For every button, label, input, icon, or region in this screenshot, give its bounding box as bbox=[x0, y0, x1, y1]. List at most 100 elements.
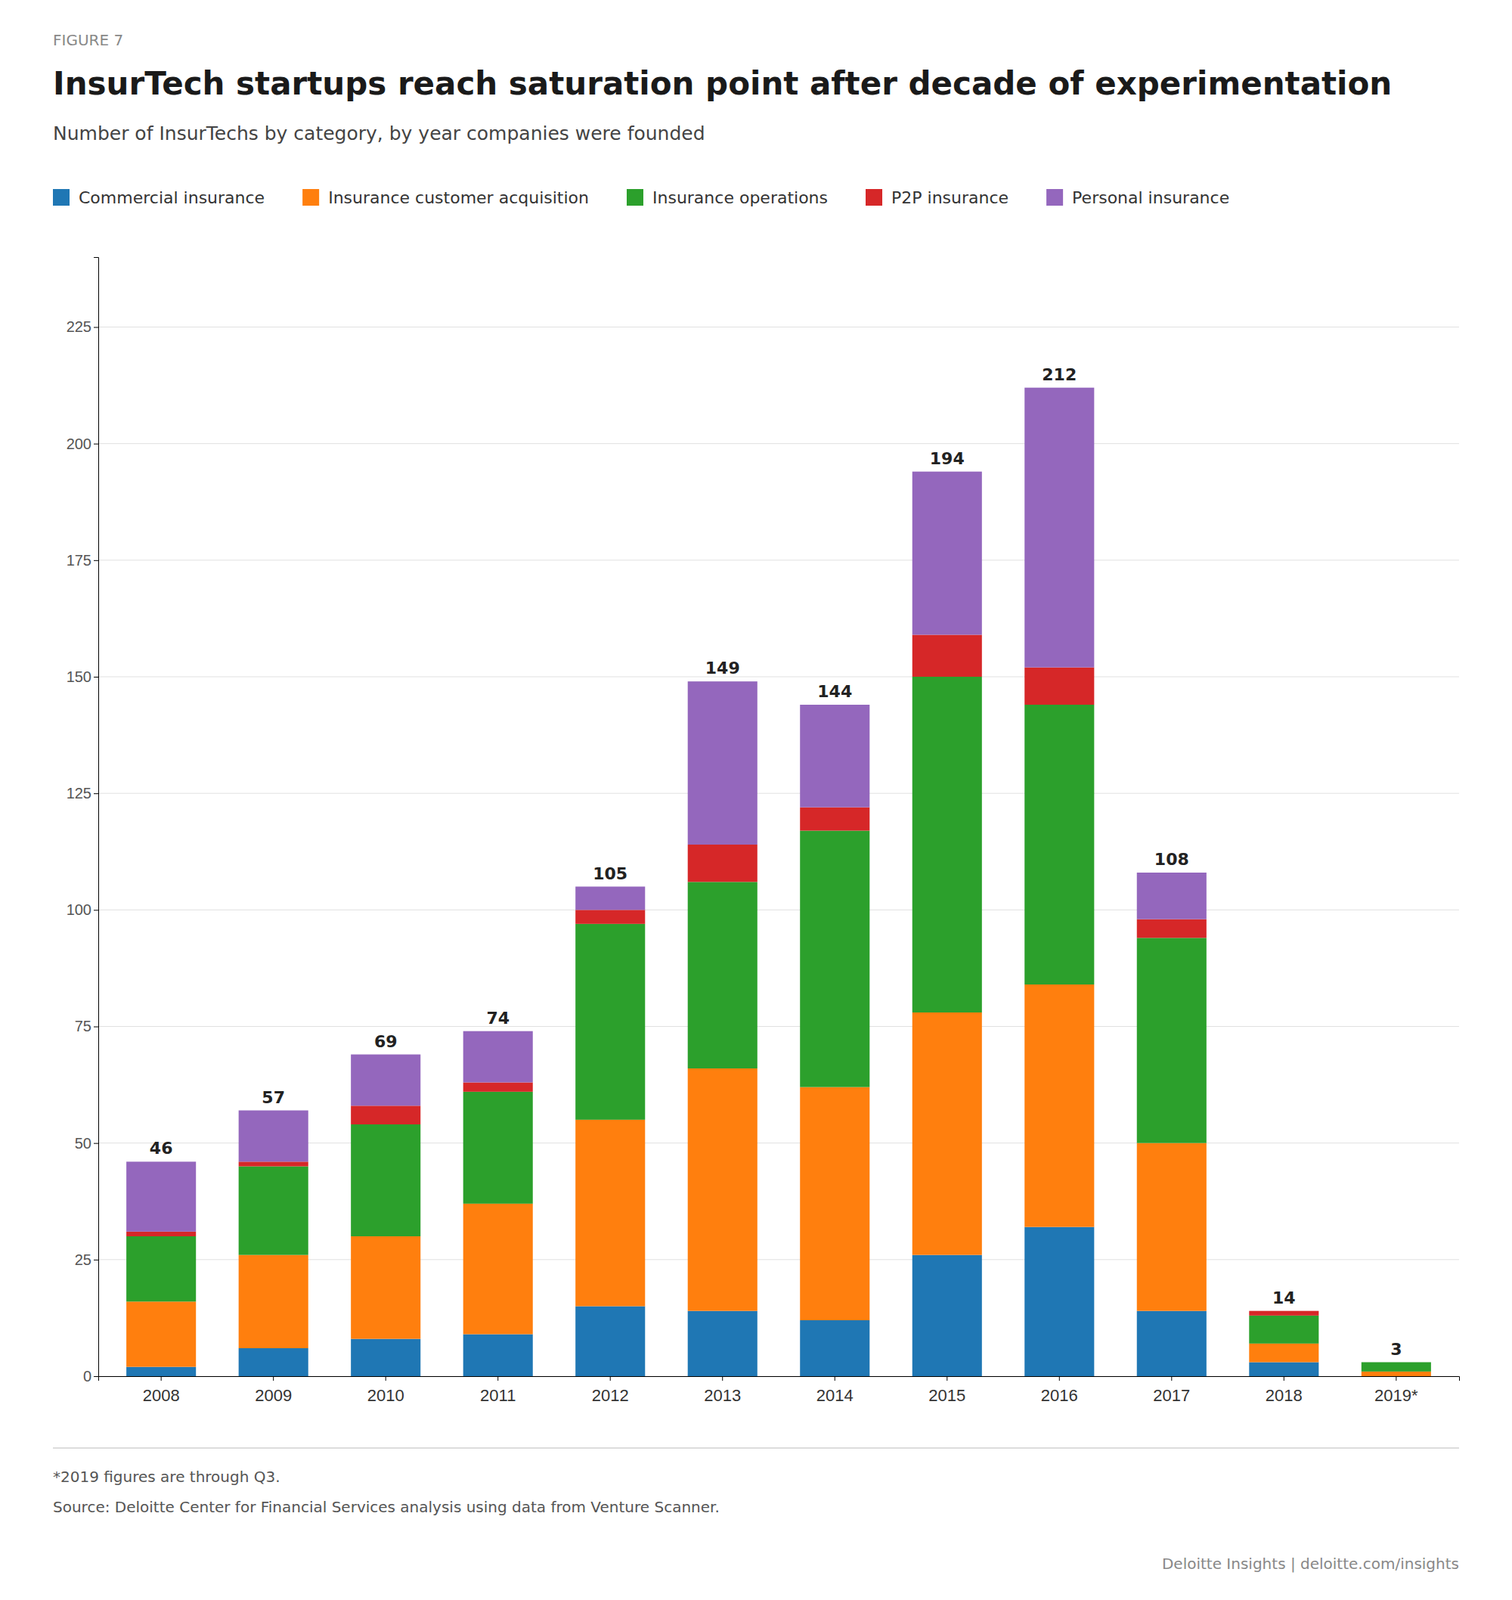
x-axis-line bbox=[99, 1376, 1460, 1382]
bar bbox=[463, 1082, 533, 1092]
figure-label: FIGURE 7 bbox=[52, 30, 124, 50]
legend-label: Commercial insurance bbox=[78, 188, 265, 208]
grid-line bbox=[98, 676, 1460, 678]
total-label: 74 bbox=[486, 1008, 510, 1028]
legend-item: Commercial insurance bbox=[52, 188, 265, 208]
legend-label: Insurance operations bbox=[652, 188, 828, 208]
legend-label: Personal insurance bbox=[1072, 188, 1230, 208]
x-tick-label: 2018 bbox=[1265, 1385, 1303, 1405]
total-label: 57 bbox=[261, 1087, 286, 1107]
legend-item: Insurance operations bbox=[626, 188, 828, 208]
bar-series bbox=[126, 387, 1207, 1232]
bar bbox=[126, 1301, 196, 1367]
bar-series bbox=[126, 676, 1432, 1372]
bar bbox=[912, 471, 983, 636]
grid-line bbox=[98, 559, 1460, 561]
legend-label: Insurance customer acquisition bbox=[328, 188, 589, 208]
bar bbox=[575, 1306, 645, 1377]
y-tick: 175 bbox=[66, 551, 99, 569]
x-tick: 2009 bbox=[254, 1375, 292, 1405]
y-tick-label: 100 bbox=[66, 901, 92, 918]
bar bbox=[799, 830, 870, 1088]
x-tick-label: 2014 bbox=[816, 1385, 854, 1405]
bar bbox=[1248, 1310, 1319, 1316]
y-tick-mark bbox=[93, 443, 99, 445]
grid-line bbox=[98, 443, 1460, 444]
bar bbox=[126, 1236, 196, 1302]
bar bbox=[912, 635, 983, 678]
legend-swatch bbox=[52, 189, 70, 206]
x-tick-mark bbox=[1171, 1375, 1172, 1381]
x-tick-label: 2013 bbox=[703, 1385, 741, 1405]
x-tick-label: 2011 bbox=[480, 1385, 516, 1405]
x-tick-mark bbox=[721, 1375, 723, 1381]
x-tick: 2013 bbox=[703, 1375, 741, 1405]
bar bbox=[912, 676, 983, 1013]
bar bbox=[1248, 1310, 1319, 1311]
legend-swatch bbox=[865, 189, 883, 206]
bar bbox=[1361, 1371, 1432, 1376]
bar bbox=[575, 1119, 645, 1307]
y-tick-label: 200 bbox=[66, 435, 92, 453]
y-tick-label: 225 bbox=[66, 318, 92, 335]
y-tick-label: 50 bbox=[74, 1134, 92, 1152]
x-tick: 2018 bbox=[1265, 1375, 1303, 1405]
total-label: 144 bbox=[817, 681, 853, 701]
total-labels: 46576974105149144194212108143 bbox=[149, 365, 1403, 1359]
bar bbox=[1024, 1226, 1094, 1376]
bar bbox=[238, 1347, 309, 1376]
x-tick: 2019* bbox=[1374, 1375, 1419, 1405]
x-tick: 2008 bbox=[142, 1375, 180, 1405]
y-tick-mark bbox=[93, 1026, 99, 1028]
x-tick-mark bbox=[946, 1375, 948, 1381]
bar bbox=[799, 1087, 870, 1320]
bar bbox=[1024, 984, 1094, 1227]
bar bbox=[575, 886, 645, 911]
bar bbox=[1137, 1143, 1207, 1311]
bars bbox=[126, 387, 1432, 1376]
bar bbox=[575, 923, 645, 1120]
bar bbox=[238, 1166, 309, 1255]
bar bbox=[350, 1124, 421, 1237]
bar bbox=[1137, 937, 1207, 1143]
bar bbox=[687, 881, 758, 1069]
x-axis: 2008200920102011201220132014201520162017… bbox=[99, 1375, 1460, 1405]
y-tick-label: 0 bbox=[83, 1367, 92, 1385]
y-tick-label: 125 bbox=[66, 784, 92, 802]
grid-line bbox=[98, 326, 1460, 328]
bar-series bbox=[126, 984, 1432, 1376]
y-tick-mark bbox=[93, 560, 99, 561]
x-tick-label: 2010 bbox=[367, 1385, 405, 1405]
x-tick-mark bbox=[610, 1375, 611, 1381]
y-tick: 100 bbox=[66, 901, 99, 918]
bar bbox=[912, 1254, 983, 1376]
x-tick-label: 2015 bbox=[928, 1385, 966, 1405]
bar bbox=[238, 1161, 309, 1166]
x-tick-mark bbox=[1283, 1375, 1285, 1381]
bar bbox=[1361, 1362, 1432, 1372]
y-tick: 225 bbox=[66, 318, 99, 335]
y-tick-mark bbox=[93, 327, 99, 329]
bar bbox=[1024, 704, 1094, 985]
x-tick-mark bbox=[272, 1375, 274, 1381]
x-tick-mark bbox=[497, 1375, 499, 1381]
y-tick-label: 175 bbox=[66, 551, 92, 569]
bar bbox=[463, 1203, 533, 1335]
branding: Deloitte Insights | deloitte.com/insight… bbox=[1161, 1554, 1460, 1573]
x-tick-label: 2009 bbox=[254, 1385, 292, 1405]
total-label: 46 bbox=[149, 1138, 174, 1158]
legend: Commercial insurance Insurance customer a… bbox=[52, 188, 1230, 208]
y-tick: 150 bbox=[66, 668, 99, 685]
grid-line bbox=[98, 793, 1460, 794]
x-tick-mark bbox=[1395, 1375, 1397, 1381]
x-tick: 2010 bbox=[367, 1375, 405, 1405]
y-tick-label: 75 bbox=[74, 1017, 92, 1035]
subtitle: Number of InsurTechs by category, by yea… bbox=[52, 122, 706, 145]
y-tick-label: 25 bbox=[74, 1251, 92, 1268]
bar bbox=[238, 1254, 309, 1348]
y-tick: 50 bbox=[74, 1134, 99, 1152]
legend-swatch bbox=[1046, 189, 1063, 206]
x-tick-mark bbox=[834, 1375, 836, 1381]
bar bbox=[1248, 1362, 1319, 1377]
bar bbox=[1137, 1310, 1207, 1376]
